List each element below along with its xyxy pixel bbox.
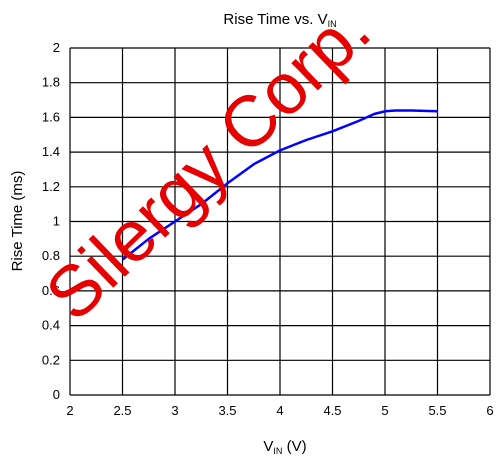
y-tick-label: 0 [53, 387, 60, 402]
y-tick-label: 0.2 [42, 352, 60, 367]
y-tick-label: 1.6 [42, 109, 60, 124]
series-group [121, 109, 438, 261]
x-tick-label: 2.5 [113, 403, 131, 418]
x-axis-label: VIN (V) [263, 438, 306, 456]
y-tick-label: 1 [53, 214, 60, 229]
x-tick-label: 3 [171, 403, 178, 418]
series-line [121, 109, 438, 261]
y-tick-label: 0.8 [42, 248, 60, 263]
x-tick-label: 6 [486, 403, 493, 418]
x-tick-labels: 2 2.5 3 3.5 4 4.5 5 5.5 6 [66, 403, 493, 418]
y-tick-label: 2 [53, 40, 60, 55]
x-tick-label: 5.5 [428, 403, 446, 418]
x-tick-label: 3.5 [218, 403, 236, 418]
x-tick-label: 4.5 [323, 403, 341, 418]
y-tick-labels: 0 0.2 0.4 0.6 0.8 1 1.2 1.4 1.6 1.8 2 [42, 40, 60, 402]
chart-title: Rise Time vs. VIN [223, 11, 336, 29]
y-tick-label: 1.2 [42, 179, 60, 194]
grid-lines [69, 47, 491, 396]
y-tick-label: 0.6 [42, 283, 60, 298]
x-tick-label: 5 [381, 403, 388, 418]
y-tick-label: 1.4 [42, 144, 60, 159]
y-axis-label: Rise Time (ms) [9, 171, 26, 272]
y-tick-label: 0.4 [42, 318, 60, 333]
y-tick-label: 1.8 [42, 75, 60, 90]
x-tick-label: 4 [276, 403, 283, 418]
x-tick-label: 2 [66, 403, 73, 418]
